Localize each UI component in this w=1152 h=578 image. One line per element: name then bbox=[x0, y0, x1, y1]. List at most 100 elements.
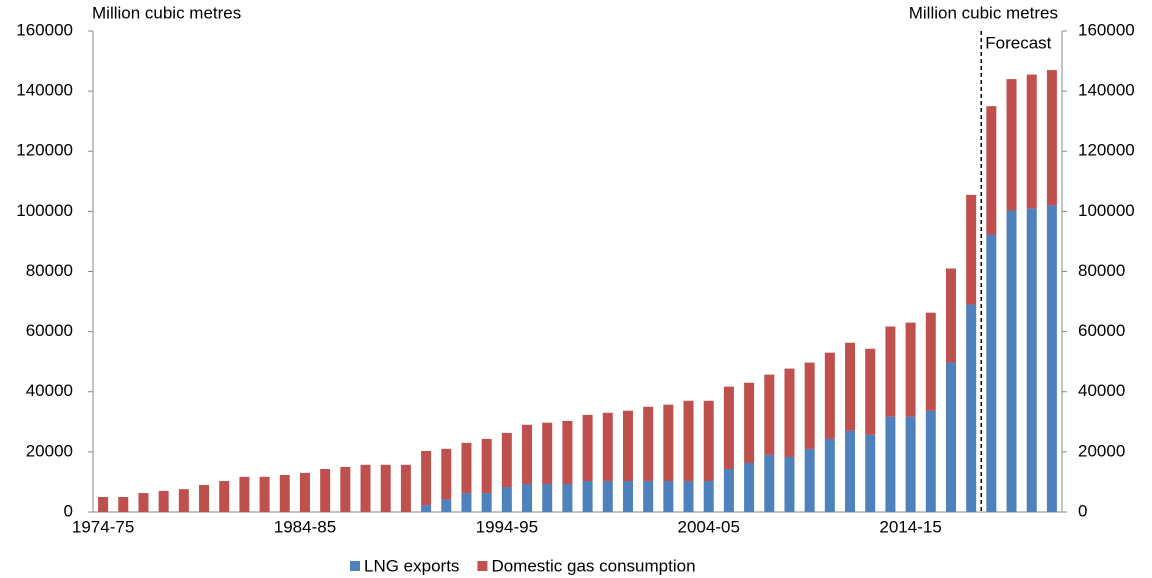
y-tick-label: 40000 bbox=[26, 381, 73, 400]
y2-tick-label: 140000 bbox=[1078, 81, 1135, 100]
legend-label: Domestic gas consumption bbox=[491, 556, 695, 575]
bar-segment bbox=[663, 404, 674, 482]
bar-segment bbox=[562, 420, 573, 485]
bar-segment bbox=[219, 481, 230, 512]
bar-segment bbox=[925, 410, 936, 512]
bar-segment bbox=[1026, 74, 1037, 209]
bar-segment bbox=[299, 472, 310, 512]
bar-segment bbox=[703, 481, 714, 512]
bar-segment bbox=[1046, 205, 1057, 513]
bar-segment bbox=[441, 448, 452, 500]
bar-segment bbox=[400, 464, 411, 512]
bar-segment bbox=[178, 489, 189, 512]
bar-segment bbox=[845, 430, 856, 512]
bar-segment bbox=[622, 481, 633, 512]
bar-segment bbox=[945, 268, 956, 363]
bar-segment bbox=[643, 406, 654, 482]
y-tick-label: 0 bbox=[64, 501, 73, 520]
bar-segment bbox=[986, 106, 997, 235]
y-tick-label: 80000 bbox=[26, 261, 73, 280]
bar-segment bbox=[865, 434, 876, 512]
bar-segment bbox=[320, 469, 331, 512]
bar-segment bbox=[441, 499, 452, 512]
bar-segment bbox=[764, 374, 775, 455]
bar-segment bbox=[905, 322, 916, 417]
bar-segment bbox=[703, 400, 714, 482]
bar-segment bbox=[239, 476, 250, 512]
bar-segment bbox=[481, 493, 492, 512]
y2-tick-label: 100000 bbox=[1078, 201, 1135, 220]
bar-segment bbox=[421, 505, 432, 512]
bar-segment bbox=[663, 481, 674, 512]
bar-segment bbox=[723, 469, 734, 512]
bar-segment bbox=[804, 448, 815, 512]
bar-segment bbox=[1046, 70, 1057, 206]
bar-segment bbox=[622, 410, 633, 482]
bar-segment bbox=[865, 348, 876, 435]
y-tick-label: 140000 bbox=[16, 81, 73, 100]
bar-segment bbox=[542, 484, 553, 512]
bar-segment bbox=[824, 438, 835, 512]
y-tick-label: 120000 bbox=[16, 141, 73, 160]
bar-segment bbox=[683, 481, 694, 512]
bar-segment bbox=[1006, 79, 1017, 211]
y2-tick-label: 160000 bbox=[1078, 20, 1135, 39]
bar-segment bbox=[501, 487, 512, 512]
bar-segment bbox=[562, 484, 573, 512]
bar-segment bbox=[522, 424, 533, 485]
bar-segment bbox=[138, 493, 149, 512]
bar-segment bbox=[925, 312, 936, 411]
bar-segment bbox=[845, 342, 856, 431]
y2-tick-label: 120000 bbox=[1078, 141, 1135, 160]
legend-swatch bbox=[350, 561, 360, 571]
y-tick-label: 160000 bbox=[16, 20, 73, 39]
y2-axis-label: Million cubic metres bbox=[909, 3, 1058, 22]
bar-segment bbox=[804, 362, 815, 449]
bar-segment bbox=[744, 462, 755, 512]
annotation: Forecast bbox=[985, 33, 1051, 52]
bar-segment bbox=[885, 326, 896, 417]
bar-segment bbox=[360, 464, 371, 512]
bar-segment bbox=[158, 490, 169, 512]
bar-segment bbox=[279, 475, 290, 512]
y2-tick-label: 20000 bbox=[1078, 441, 1125, 460]
y-tick-label: 100000 bbox=[16, 201, 73, 220]
legend-label: LNG exports bbox=[364, 556, 459, 575]
bar-segment bbox=[602, 412, 613, 482]
y-axis-label: Million cubic metres bbox=[92, 3, 241, 22]
bar-segment bbox=[683, 400, 694, 482]
bar-segment bbox=[885, 416, 896, 512]
bar-segment bbox=[522, 484, 533, 512]
bar-segment bbox=[784, 456, 795, 512]
x-tick-label: 1984-85 bbox=[274, 517, 336, 536]
bar-segment bbox=[481, 438, 492, 494]
bar-segment bbox=[784, 368, 795, 457]
bar-segment bbox=[461, 493, 472, 512]
bar-segment bbox=[945, 362, 956, 512]
bar-segment bbox=[582, 481, 593, 512]
bar-segment bbox=[118, 496, 129, 512]
bar-segment bbox=[461, 442, 472, 494]
bar-segment bbox=[259, 476, 270, 512]
bar-segment bbox=[966, 304, 977, 512]
bar-segment bbox=[199, 484, 210, 512]
bar-segment bbox=[744, 382, 755, 463]
bar-segment bbox=[340, 466, 351, 512]
bar-segment bbox=[98, 496, 109, 512]
bar-segment bbox=[723, 386, 734, 470]
bar-segment bbox=[643, 481, 654, 512]
y2-tick-label: 40000 bbox=[1078, 381, 1125, 400]
bar-segment bbox=[824, 352, 835, 439]
y2-tick-label: 60000 bbox=[1078, 321, 1125, 340]
y-tick-label: 20000 bbox=[26, 441, 73, 460]
bar-segment bbox=[986, 234, 997, 512]
x-tick-label: 1974-75 bbox=[72, 517, 134, 536]
legend-swatch bbox=[477, 561, 488, 571]
bar-segment bbox=[1026, 208, 1037, 512]
bar-segment bbox=[582, 414, 593, 482]
x-tick-label: 2014-15 bbox=[879, 517, 941, 536]
x-tick-label: 1994-95 bbox=[476, 517, 538, 536]
bar-segment bbox=[764, 454, 775, 512]
bar-segment bbox=[966, 194, 977, 305]
